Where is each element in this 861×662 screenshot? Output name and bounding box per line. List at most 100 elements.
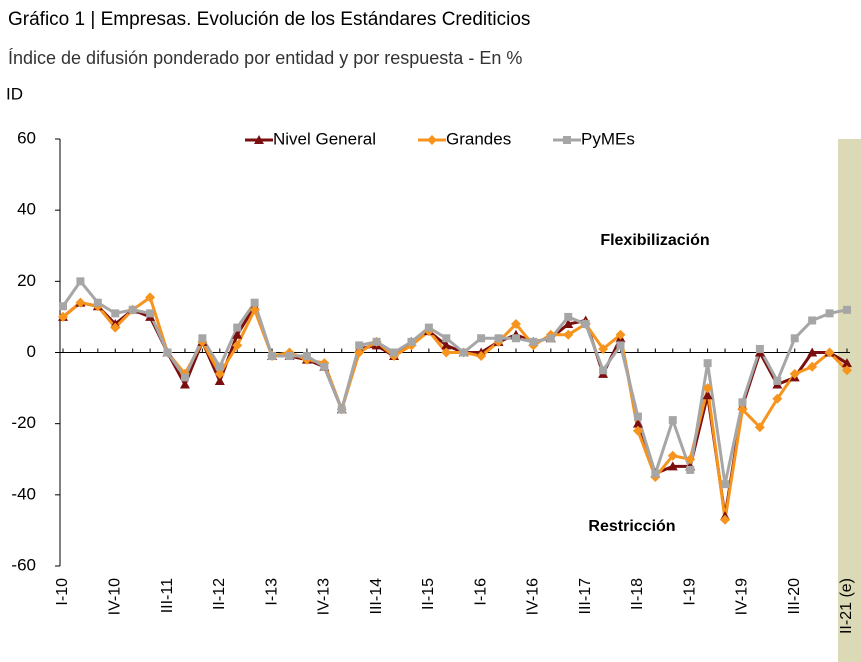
x-tick-label: II-18	[629, 578, 646, 610]
point	[667, 450, 678, 461]
point	[111, 309, 120, 318]
point	[702, 390, 713, 400]
point	[546, 334, 555, 343]
x-tick-label: II-15	[420, 578, 437, 610]
point	[355, 341, 364, 350]
series-line	[61, 279, 848, 486]
point	[494, 334, 503, 343]
point	[651, 469, 660, 478]
point	[563, 136, 571, 144]
y-tick-label: 60	[17, 128, 36, 147]
y-tick-label: 0	[27, 342, 36, 361]
point	[442, 334, 451, 343]
point	[407, 337, 416, 346]
point	[250, 298, 259, 307]
point	[163, 348, 172, 357]
point	[145, 292, 156, 303]
point	[632, 418, 643, 428]
point	[128, 305, 137, 314]
point	[773, 376, 782, 385]
point	[843, 305, 851, 314]
point	[268, 352, 277, 361]
point	[632, 425, 643, 436]
point	[667, 461, 678, 471]
point	[354, 347, 365, 358]
point	[615, 329, 626, 340]
point	[564, 312, 573, 321]
legend-label: Nivel General	[273, 129, 376, 148]
annotation: Restricción	[588, 518, 675, 535]
point	[427, 135, 437, 145]
point	[702, 383, 713, 394]
x-tick-label: IV-19	[734, 578, 751, 615]
point	[441, 340, 452, 350]
point	[754, 422, 765, 433]
point	[477, 334, 486, 343]
point	[180, 373, 189, 382]
point	[179, 379, 190, 389]
point	[285, 352, 294, 361]
x-tick-label: I-16	[472, 578, 489, 606]
point	[459, 348, 468, 357]
x-tick-label: I-10	[54, 578, 71, 606]
point	[721, 480, 730, 489]
point	[789, 368, 800, 379]
y-axis-label: ID	[6, 84, 23, 103]
chart-title: Gráfico 1 | Empresas. Evolución de los E…	[8, 9, 530, 30]
point	[825, 309, 834, 318]
x-tick-label: III-14	[368, 578, 385, 615]
x-tick-label: II-12	[211, 578, 228, 610]
point	[476, 351, 487, 362]
point	[214, 375, 225, 385]
point	[703, 359, 712, 368]
point	[110, 322, 121, 333]
point	[842, 358, 852, 368]
point	[529, 337, 538, 346]
point	[215, 362, 224, 371]
point	[633, 412, 642, 421]
point	[302, 352, 311, 361]
point	[807, 347, 818, 357]
legend-label: PyMEs	[581, 129, 635, 148]
x-tick-label: IV-10	[106, 578, 123, 615]
point	[93, 298, 102, 307]
point	[441, 347, 452, 358]
point	[198, 334, 207, 343]
legend-label: Grandes	[446, 129, 511, 148]
point	[599, 366, 608, 375]
point	[511, 334, 520, 343]
estimate-band	[838, 139, 861, 662]
point	[738, 398, 747, 407]
point	[254, 135, 264, 144]
x-tick-label: III-20	[786, 578, 803, 615]
x-tick-label: IV-13	[316, 578, 333, 615]
y-tick-label: -60	[11, 555, 36, 574]
x-tick-label: III-17	[577, 578, 594, 615]
annotation: Flexibilización	[600, 232, 709, 249]
series-line	[62, 295, 849, 522]
point	[668, 416, 677, 425]
point	[233, 323, 242, 332]
point	[581, 320, 590, 329]
point	[685, 454, 696, 465]
point	[824, 347, 835, 358]
point	[232, 340, 243, 351]
point	[58, 311, 68, 322]
point	[755, 344, 764, 353]
point	[146, 309, 155, 318]
point	[372, 337, 381, 346]
point	[563, 329, 574, 340]
point	[75, 297, 86, 308]
point	[232, 329, 243, 339]
x-tick-label: I-19	[681, 578, 698, 606]
x-tick-label: IV-16	[525, 578, 542, 615]
point	[772, 393, 783, 404]
point	[807, 361, 818, 372]
x-tick-label: III-11	[159, 578, 176, 613]
x-tick-label: II-21 (e)	[838, 578, 855, 634]
y-tick-label: -40	[11, 484, 36, 503]
point	[686, 465, 695, 474]
point	[616, 341, 625, 350]
point	[563, 319, 574, 329]
